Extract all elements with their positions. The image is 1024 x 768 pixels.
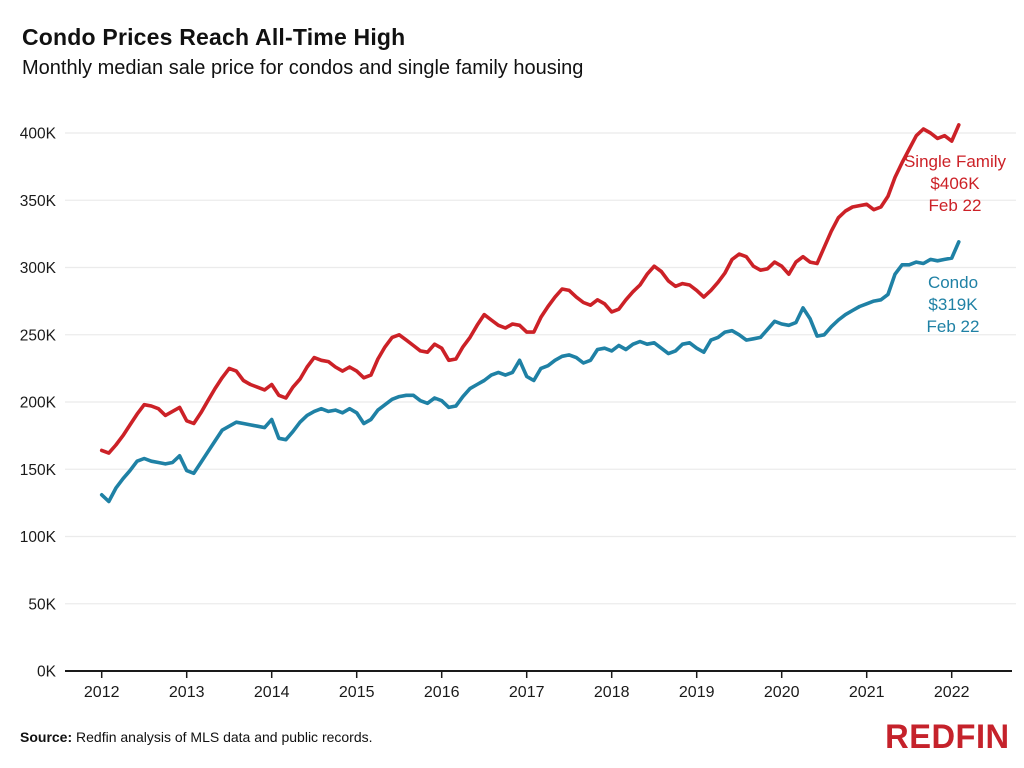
source-note: Source: Redfin analysis of MLS data and … — [20, 729, 373, 745]
y-tick-label: 250K — [20, 327, 57, 344]
condo-latest-date: Feb 22 — [926, 317, 980, 336]
x-tick-label: 2017 — [509, 684, 545, 701]
y-tick-label: 0K — [37, 664, 57, 681]
x-tick-label: 2020 — [764, 684, 800, 701]
source-label: Source: — [20, 729, 73, 745]
redfin-logo: REDFIN — [885, 718, 1010, 756]
single-family-latest-value: $406K — [930, 174, 980, 193]
chart-subtitle: Monthly median sale price for condos and… — [22, 57, 584, 79]
series-condo-line — [99, 240, 961, 504]
y-tick-label: 200K — [20, 395, 57, 412]
y-axis-labels: 0K 50K 100K 150K 200K 250K 300K 350K 400K — [20, 126, 57, 681]
y-gridlines — [65, 132, 1016, 605]
y-tick-label: 50K — [28, 596, 56, 613]
single-family-latest-date: Feb 22 — [928, 196, 982, 215]
y-tick-label: 300K — [20, 260, 57, 277]
x-tick-label: 2013 — [169, 684, 205, 701]
condo-annotation: Condo $319K Feb 22 — [888, 272, 1018, 338]
source-text: Redfin analysis of MLS data and public r… — [76, 729, 373, 745]
chart-header: Condo Prices Reach All-Time High Monthly… — [22, 24, 583, 80]
condo-label: Condo — [927, 273, 979, 292]
single-family-annotation: Single Family $406K Feb 22 — [885, 151, 1024, 217]
series-single-family-line — [99, 123, 961, 455]
x-tick-label: 2021 — [849, 684, 885, 701]
x-tick-label: 2016 — [424, 684, 460, 701]
y-tick-label: 400K — [20, 126, 57, 143]
y-tick-label: 150K — [20, 462, 57, 479]
x-tick-label: 2012 — [84, 684, 120, 701]
single-family-label: Single Family — [903, 152, 1007, 171]
y-tick-label: 100K — [20, 529, 57, 546]
x-tick-label: 2014 — [254, 684, 290, 701]
x-tick-label: 2015 — [339, 684, 375, 701]
y-tick-label: 350K — [20, 193, 57, 210]
chart-title: Condo Prices Reach All-Time High — [22, 24, 406, 50]
x-tick-label: 2018 — [594, 684, 630, 701]
x-axis: 2012 2013 2014 2015 2016 2017 2018 2019 2020 2021… — [65, 670, 1012, 701]
condo-latest-value: $319K — [928, 295, 978, 314]
x-tick-label: 2022 — [934, 684, 970, 701]
x-tick-label: 2019 — [679, 684, 715, 701]
